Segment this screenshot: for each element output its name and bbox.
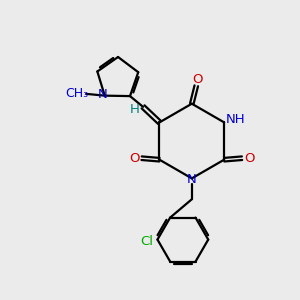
Text: Cl: Cl: [140, 235, 154, 248]
Text: O: O: [193, 73, 203, 86]
Text: NH: NH: [226, 113, 245, 127]
Text: O: O: [244, 152, 255, 165]
Text: CH₃: CH₃: [65, 87, 88, 100]
Text: N: N: [187, 173, 197, 186]
Text: O: O: [129, 152, 139, 165]
Text: H: H: [130, 103, 140, 116]
Text: N: N: [98, 88, 108, 101]
